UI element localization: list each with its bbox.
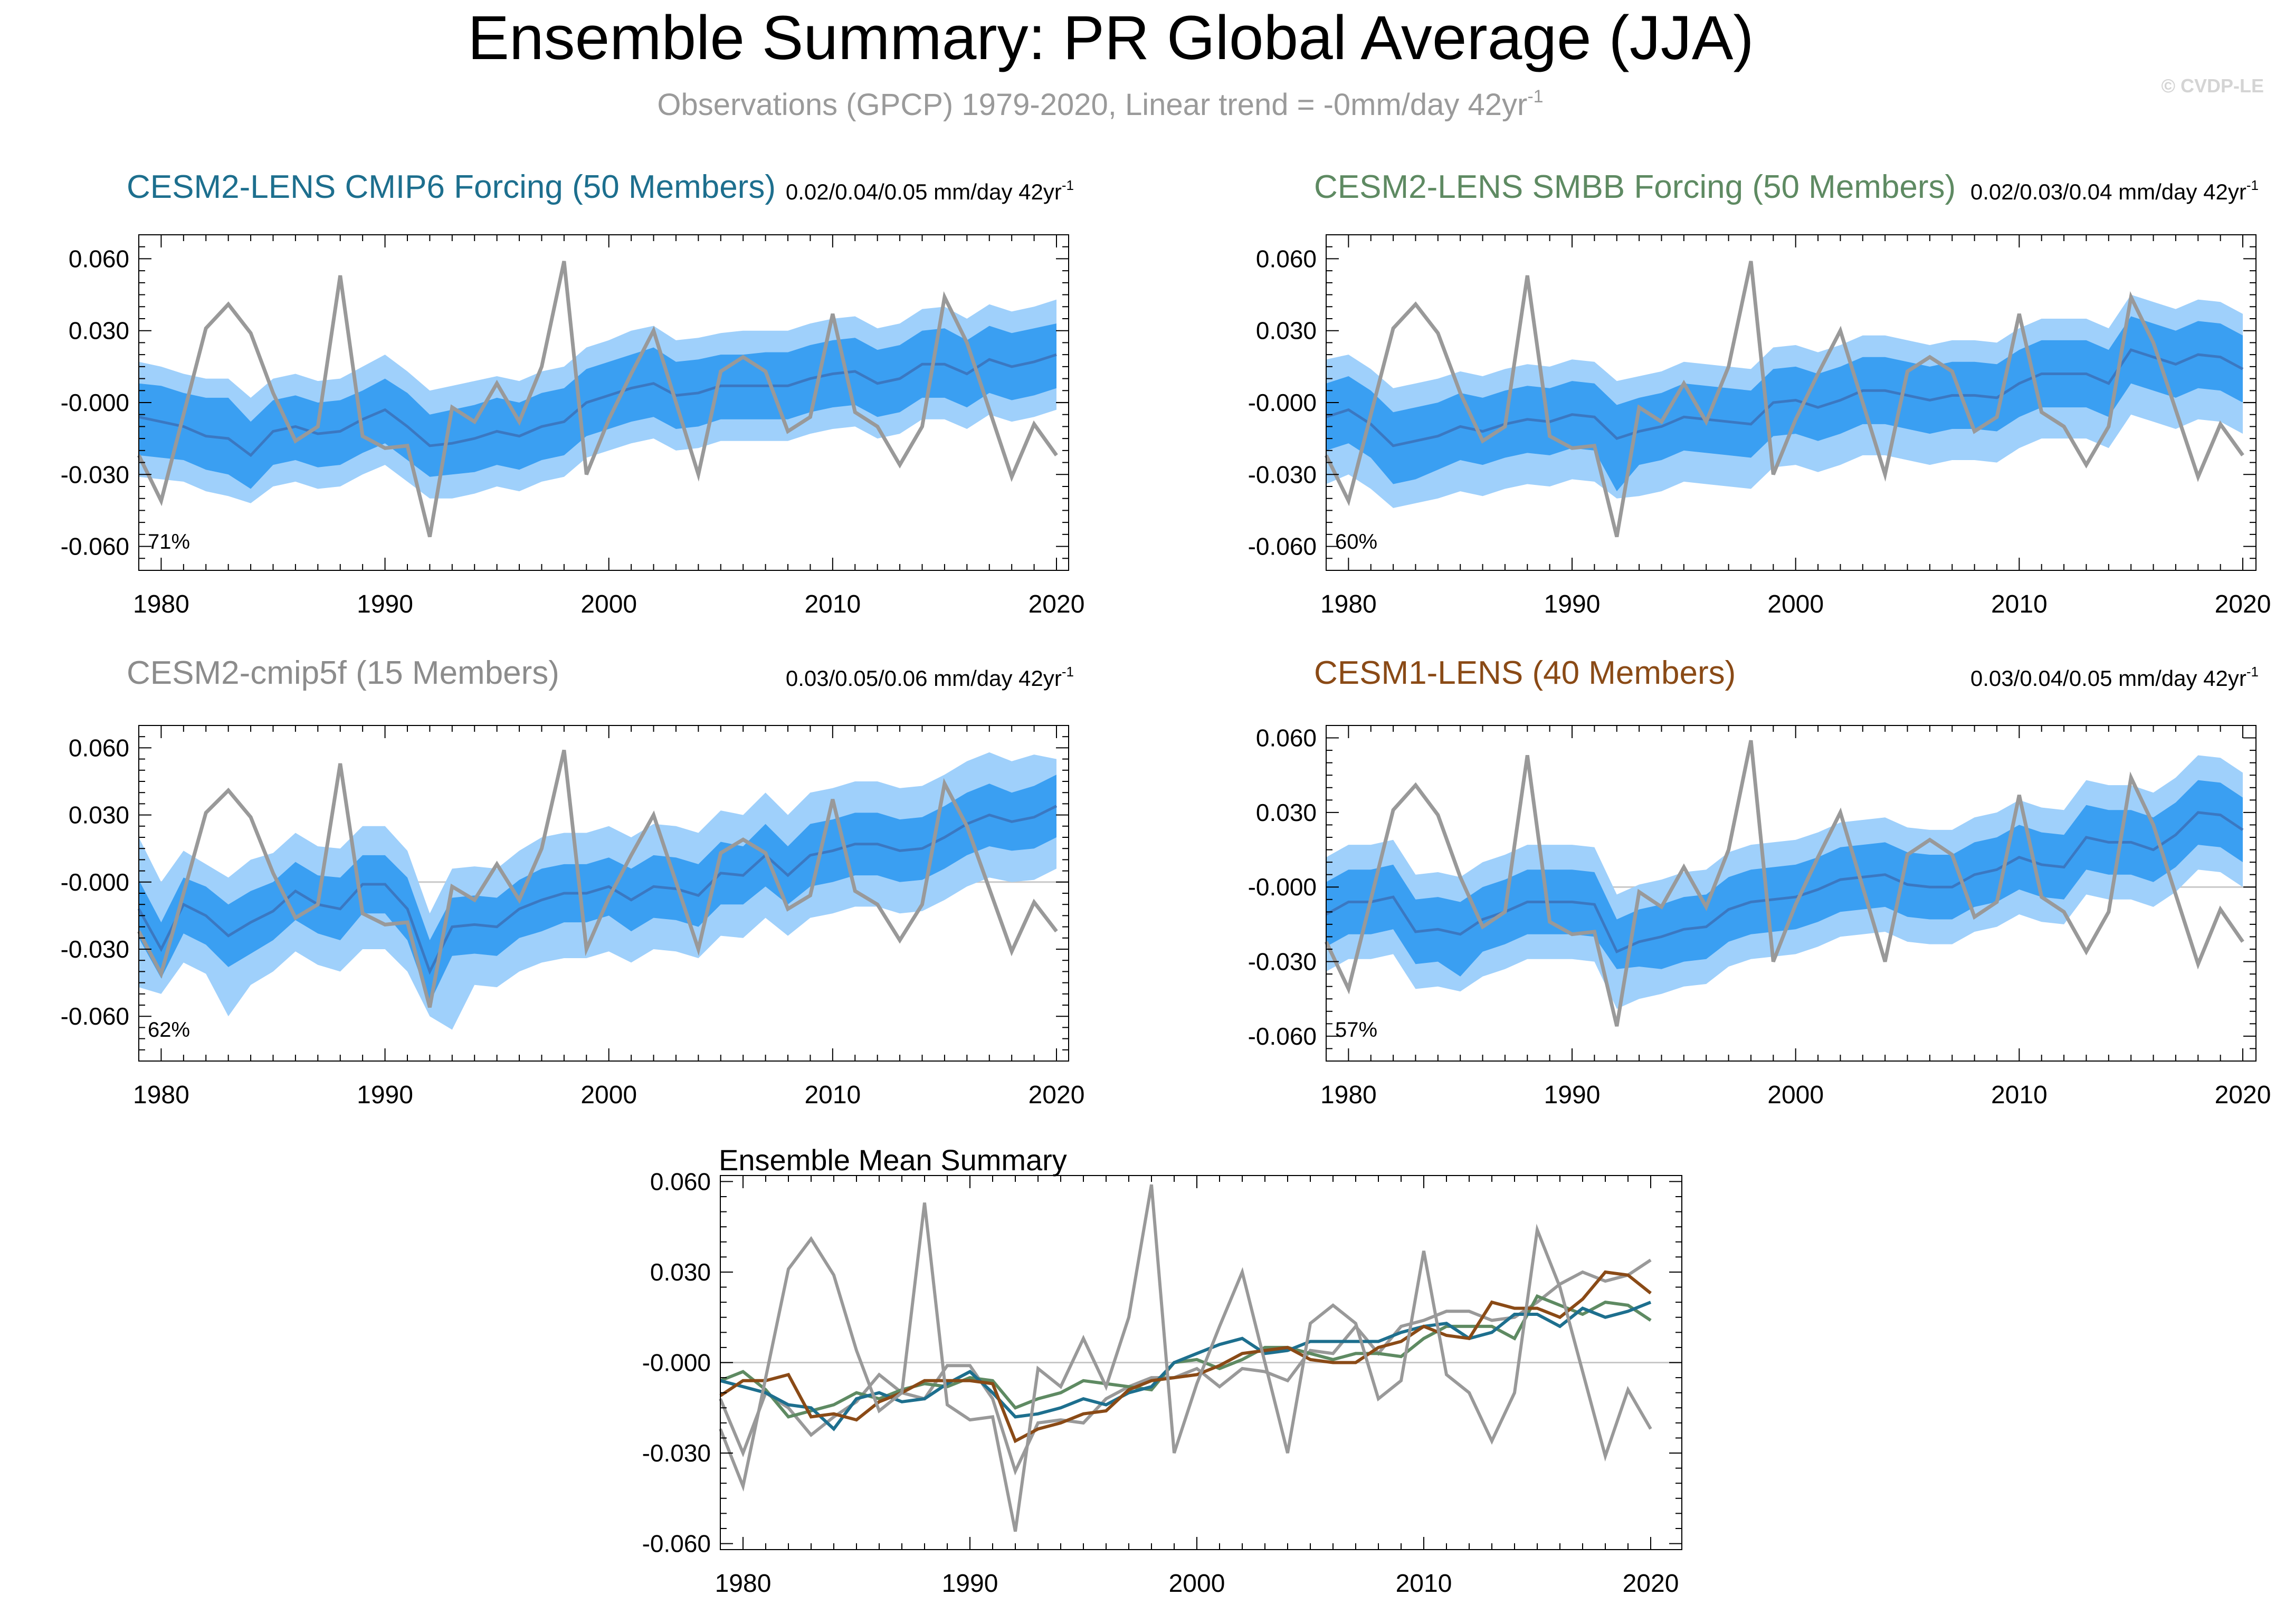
trend-label: 0.03/0.05/0.06 mm/day 42yr-1 <box>786 664 1074 691</box>
figure-subtitle: Observations (GPCP) 1979-2020, Linear tr… <box>657 87 1543 122</box>
x-tick-label: 2000 <box>1767 1081 1824 1109</box>
y-tick-label: 0.030 <box>1256 317 1317 345</box>
panel-ensemble-mean-summary: Ensemble Mean Summary 1980 1990 2000 2010 202… <box>642 1143 1682 1598</box>
observations-line <box>137 749 1058 1008</box>
figure-title: Ensemble Summary: PR Global Average (JJA… <box>468 3 1754 73</box>
y-tick-label: -0.030 <box>642 1439 711 1467</box>
panel-cesm2-lens-smbb: CESM2-LENS SMBB Forcing (50 Members) 0.02… <box>1248 169 2271 618</box>
watermark: © CVDP-LE <box>2161 75 2264 97</box>
y-tick-label: -0.000 <box>1248 873 1317 901</box>
x-tick-label: 2020 <box>1029 590 1085 618</box>
panel-title: CESM2-LENS SMBB Forcing (50 Members) <box>1314 169 1956 205</box>
y-tick-label: -0.000 <box>61 389 129 416</box>
y-tick-label: 0.060 <box>69 734 129 761</box>
x-tick-label: 1980 <box>1320 590 1377 618</box>
panel-title: CESM1-LENS (40 Members) <box>1314 655 1736 691</box>
observations-line <box>137 261 1058 538</box>
x-tick-label: 2020 <box>1029 1081 1085 1109</box>
x-tick-label: 1990 <box>357 1081 413 1109</box>
y-tick-label: -0.000 <box>1248 389 1317 416</box>
x-tick-label: 2020 <box>2215 590 2271 618</box>
plot-frame <box>1326 725 2257 1062</box>
x-tick-label: 2000 <box>580 590 637 618</box>
y-tick-label: 0.030 <box>69 801 129 829</box>
observations-line <box>1324 261 2244 538</box>
panel-title: CESM2-cmip5f (15 Members) <box>127 655 559 691</box>
y-tick-label: -0.060 <box>61 1002 129 1030</box>
x-tick-label: 1990 <box>942 1570 998 1598</box>
x-tick-label: 2000 <box>1169 1570 1225 1598</box>
x-tick-label: 2000 <box>1767 590 1824 618</box>
percent-label: 57% <box>1335 1018 1377 1042</box>
y-tick-label: -0.000 <box>61 868 129 896</box>
x-tick-label: 2000 <box>580 1081 637 1109</box>
trend-label: 0.02/0.03/0.04 mm/day 42yr-1 <box>1970 177 2259 204</box>
x-tick-label: 2020 <box>1623 1570 1679 1598</box>
y-tick-label: -0.030 <box>1248 948 1317 976</box>
x-tick-label: 1990 <box>1544 590 1601 618</box>
x-tick-label: 1980 <box>133 590 189 618</box>
y-tick-label: 0.030 <box>1256 799 1317 826</box>
x-tick-label: 2010 <box>804 1081 861 1109</box>
percent-label: 71% <box>148 530 190 553</box>
trend-label: 0.02/0.04/0.05 mm/day 42yr-1 <box>786 177 1074 204</box>
x-tick-label: 2010 <box>1396 1570 1452 1598</box>
y-tick-label: 0.030 <box>69 317 129 345</box>
y-tick-label: -0.060 <box>1248 533 1317 560</box>
percent-label: 62% <box>148 1018 190 1042</box>
x-tick-label: 1980 <box>1320 1081 1377 1109</box>
panel-title: CESM2-LENS CMIP6 Forcing (50 Members) <box>127 169 776 205</box>
y-tick-label: -0.030 <box>61 935 129 963</box>
panel-cesm2-cmip5f: CESM2-cmip5f (15 Members) 0.03/0.05/0.06 … <box>61 655 1085 1109</box>
y-tick-label: 0.030 <box>650 1258 711 1286</box>
y-tick-label: -0.060 <box>642 1530 711 1558</box>
panel-title: Ensemble Mean Summary <box>719 1143 1067 1177</box>
x-tick-label: 2010 <box>1991 1081 2048 1109</box>
trend-label: 0.03/0.04/0.05 mm/day 42yr-1 <box>1970 664 2259 691</box>
percent-label: 60% <box>1335 530 1377 553</box>
y-tick-label: -0.060 <box>61 533 129 560</box>
ensemble-mean-line <box>138 353 1057 457</box>
y-tick-label: 0.060 <box>1256 724 1317 752</box>
x-tick-label: 2010 <box>1991 590 2048 618</box>
ensemble-inner-band <box>139 323 1056 489</box>
ensemble-mean-line <box>137 805 1058 975</box>
figure-subtitle-sup: -1 <box>1527 87 1543 107</box>
series-line-4 <box>719 1184 1652 1532</box>
x-tick-label: 1980 <box>715 1570 772 1598</box>
y-tick-label: -0.030 <box>61 461 129 488</box>
x-tick-label: 1980 <box>133 1081 189 1109</box>
x-tick-label: 2020 <box>2215 1081 2271 1109</box>
observations-line <box>1324 740 2244 1027</box>
x-tick-label: 1990 <box>1544 1081 1601 1109</box>
series-line-2 <box>720 1301 1652 1431</box>
x-tick-label: 1990 <box>357 590 413 618</box>
y-tick-label: 0.060 <box>650 1168 711 1195</box>
y-tick-label: -0.000 <box>642 1349 711 1377</box>
y-tick-label: 0.060 <box>69 245 129 272</box>
x-tick-label: 2010 <box>804 590 861 618</box>
panel-cesm2-lens-cmip6: CESM2-LENS CMIP6 Forcing (50 Members) 0.0… <box>61 169 1085 618</box>
y-tick-label: -0.060 <box>1248 1023 1317 1050</box>
series-line-0 <box>719 1258 1652 1476</box>
ensemble-inner-band <box>1326 316 2243 492</box>
y-tick-label: -0.030 <box>1248 461 1317 488</box>
y-tick-label: 0.060 <box>1256 245 1317 272</box>
panel-cesm1-lens: CESM1-LENS (40 Members) 0.03/0.04/0.05 mm… <box>1248 655 2271 1109</box>
